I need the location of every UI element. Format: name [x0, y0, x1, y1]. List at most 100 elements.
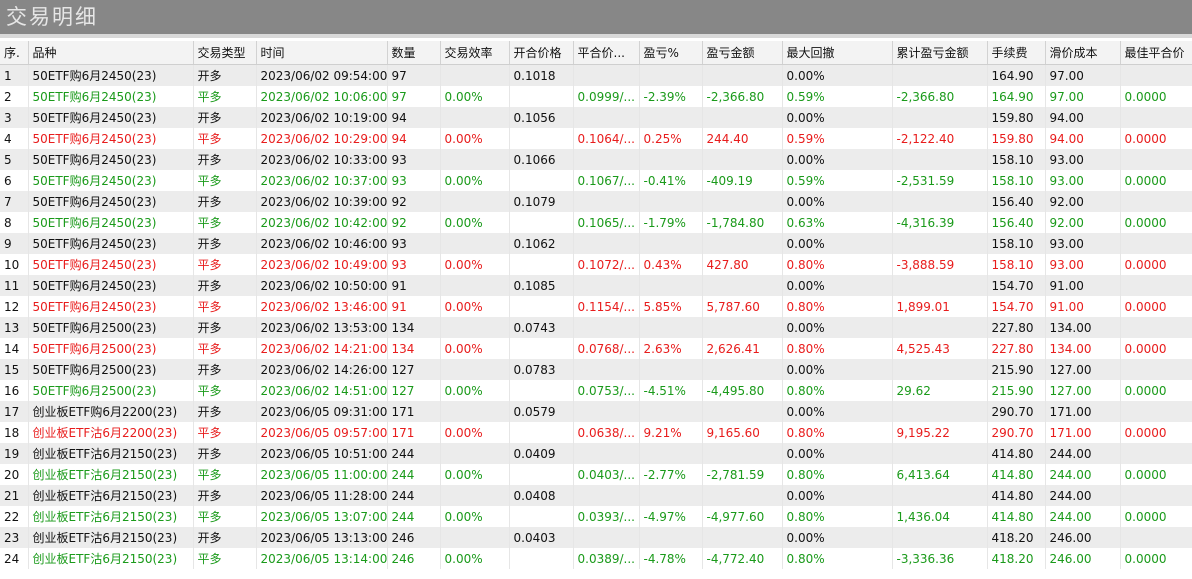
table-row[interactable]: 24 创业板ETF沽6月2150(23) 平多 2023/06/05 13:14:00…	[0, 548, 1192, 569]
cell-seq: 22	[0, 506, 29, 527]
cell-pnl-amount: -4,977.60	[702, 506, 783, 527]
cell-best-close	[1120, 149, 1192, 170]
cell-best-close: 0.0000	[1120, 548, 1192, 569]
col-header-slippage[interactable]: 滑价成本	[1045, 41, 1121, 65]
cell-pnl-pct: -4.51%	[639, 380, 703, 401]
table-row[interactable]: 23 创业板ETF沽6月2150(23) 开多 2023/06/05 13:13:00…	[0, 527, 1192, 548]
col-header-product[interactable]: 品种	[28, 41, 194, 65]
table-row[interactable]: 16 50ETF购6月2500(23) 平多 2023/06/02 14:51:00 1…	[0, 380, 1192, 401]
cell-quantity: 92	[387, 191, 441, 212]
cell-trade-type: 开多	[193, 443, 257, 464]
table-row[interactable]: 20 创业板ETF沽6月2150(23) 平多 2023/06/05 11:00:00…	[0, 464, 1192, 485]
cell-time: 2023/06/02 10:37:00	[256, 170, 388, 191]
col-header-seq[interactable]: 序.	[0, 41, 29, 65]
table-row[interactable]: 11 50ETF购6月2450(23) 开多 2023/06/02 10:50:00 9…	[0, 275, 1192, 296]
table-row[interactable]: 22 创业板ETF沽6月2150(23) 平多 2023/06/05 13:07:00…	[0, 506, 1192, 527]
cell-pnl-amount	[702, 64, 783, 86]
cell-pnl-amount	[702, 485, 783, 506]
cell-cum-pnl	[892, 359, 988, 380]
cell-cum-pnl: 29.62	[892, 380, 988, 401]
cell-open-price: 0.1056	[509, 107, 574, 128]
table-row[interactable]: 14 50ETF购6月2500(23) 平多 2023/06/02 14:21:00 1…	[0, 338, 1192, 359]
table-row[interactable]: 13 50ETF购6月2500(23) 开多 2023/06/02 13:53:00 1…	[0, 317, 1192, 338]
cell-slippage: 134.00	[1045, 317, 1121, 338]
table-row[interactable]: 2 50ETF购6月2450(23) 平多 2023/06/02 10:06:00 97…	[0, 86, 1192, 107]
cell-close-price	[573, 149, 640, 170]
table-row[interactable]: 21 创业板ETF沽6月2150(23) 开多 2023/06/05 11:28:00…	[0, 485, 1192, 506]
cell-close-price: 0.0389/...	[573, 548, 640, 569]
cell-pnl-amount: -2,781.59	[702, 464, 783, 485]
col-header-best-close[interactable]: 最佳平合价	[1120, 41, 1192, 65]
table-row[interactable]: 1 50ETF购6月2450(23) 开多 2023/06/02 09:54:00 97…	[0, 64, 1192, 86]
cell-trade-type: 平多	[193, 296, 257, 317]
cell-pnl-amount	[702, 359, 783, 380]
cell-pnl-pct: 5.85%	[639, 296, 703, 317]
cell-time: 2023/06/05 13:13:00	[256, 527, 388, 548]
col-header-time[interactable]: 时间	[256, 41, 388, 65]
cell-slippage: 94.00	[1045, 107, 1121, 128]
col-header-pnl-amount[interactable]: 盈亏金额	[702, 41, 783, 65]
cell-max-drawdown: 0.80%	[782, 296, 893, 317]
cell-seq: 2	[0, 86, 29, 107]
cell-best-close: 0.0000	[1120, 380, 1192, 401]
cell-best-close: 0.0000	[1120, 506, 1192, 527]
cell-cum-pnl: 9,195.22	[892, 422, 988, 443]
table-row[interactable]: 18 创业板ETF沽6月2200(23) 平多 2023/06/05 09:57:00…	[0, 422, 1192, 443]
cell-max-drawdown: 0.00%	[782, 191, 893, 212]
cell-quantity: 94	[387, 107, 441, 128]
cell-quantity: 244	[387, 506, 441, 527]
cell-close-price: 0.1067/...	[573, 170, 640, 191]
cell-open-price	[509, 422, 574, 443]
cell-seq: 7	[0, 191, 29, 212]
cell-close-price	[573, 527, 640, 548]
col-header-close-price[interactable]: 平合价...	[573, 41, 640, 65]
cell-efficiency	[440, 317, 510, 338]
table-row[interactable]: 15 50ETF购6月2500(23) 开多 2023/06/02 14:26:00 1…	[0, 359, 1192, 380]
cell-fee: 290.70	[987, 401, 1046, 422]
cell-seq: 9	[0, 233, 29, 254]
cell-pnl-pct: -0.41%	[639, 170, 703, 191]
table-row[interactable]: 9 50ETF购6月2450(23) 开多 2023/06/02 10:46:00 93…	[0, 233, 1192, 254]
table-row[interactable]: 5 50ETF购6月2450(23) 开多 2023/06/02 10:33:00 93…	[0, 149, 1192, 170]
col-header-quantity[interactable]: 数量	[387, 41, 441, 65]
cell-pnl-pct: -1.79%	[639, 212, 703, 233]
cell-product: 50ETF购6月2450(23)	[28, 233, 194, 254]
cell-open-price	[509, 170, 574, 191]
table-row[interactable]: 7 50ETF购6月2450(23) 开多 2023/06/02 10:39:00 92…	[0, 191, 1192, 212]
cell-cum-pnl	[892, 107, 988, 128]
table-row[interactable]: 12 50ETF购6月2450(23) 平多 2023/06/02 13:46:00 9…	[0, 296, 1192, 317]
cell-trade-type: 开多	[193, 107, 257, 128]
table-row[interactable]: 4 50ETF购6月2450(23) 平多 2023/06/02 10:29:00 94…	[0, 128, 1192, 149]
table-row[interactable]: 19 创业板ETF沽6月2150(23) 开多 2023/06/05 10:51:00…	[0, 443, 1192, 464]
table-row[interactable]: 3 50ETF购6月2450(23) 开多 2023/06/02 10:19:00 94…	[0, 107, 1192, 128]
cell-product: 50ETF购6月2450(23)	[28, 212, 194, 233]
table-row[interactable]: 8 50ETF购6月2450(23) 平多 2023/06/02 10:42:00 92…	[0, 212, 1192, 233]
col-header-max-drawdown[interactable]: 最大回撤	[782, 41, 893, 65]
col-header-trade-type[interactable]: 交易类型	[193, 41, 257, 65]
cell-best-close: 0.0000	[1120, 338, 1192, 359]
cell-pnl-amount: 244.40	[702, 128, 783, 149]
col-header-efficiency[interactable]: 交易效率	[440, 41, 510, 65]
col-header-cum-pnl[interactable]: 累计盈亏金额	[892, 41, 988, 65]
cell-quantity: 91	[387, 275, 441, 296]
cell-max-drawdown: 0.80%	[782, 548, 893, 569]
cell-cum-pnl: -3,336.36	[892, 548, 988, 569]
cell-quantity: 246	[387, 548, 441, 569]
cell-quantity: 97	[387, 64, 441, 86]
cell-best-close: 0.0000	[1120, 86, 1192, 107]
cell-time: 2023/06/02 10:46:00	[256, 233, 388, 254]
table-row[interactable]: 17 创业板ETF购6月2200(23) 开多 2023/06/05 09:31:00…	[0, 401, 1192, 422]
table-row[interactable]: 6 50ETF购6月2450(23) 平多 2023/06/02 10:37:00 93…	[0, 170, 1192, 191]
col-header-fee[interactable]: 手续费	[987, 41, 1046, 65]
cell-pnl-pct	[639, 485, 703, 506]
cell-slippage: 244.00	[1045, 464, 1121, 485]
table-row[interactable]: 10 50ETF购6月2450(23) 平多 2023/06/02 10:49:00 9…	[0, 254, 1192, 275]
col-header-pnl-pct[interactable]: 盈亏%	[639, 41, 703, 65]
cell-close-price	[573, 191, 640, 212]
cell-efficiency	[440, 233, 510, 254]
cell-efficiency: 0.00%	[440, 422, 510, 443]
cell-quantity: 127	[387, 359, 441, 380]
col-header-open-price[interactable]: 开合价格	[509, 41, 574, 65]
cell-open-price	[509, 506, 574, 527]
cell-time: 2023/06/02 10:29:00	[256, 128, 388, 149]
